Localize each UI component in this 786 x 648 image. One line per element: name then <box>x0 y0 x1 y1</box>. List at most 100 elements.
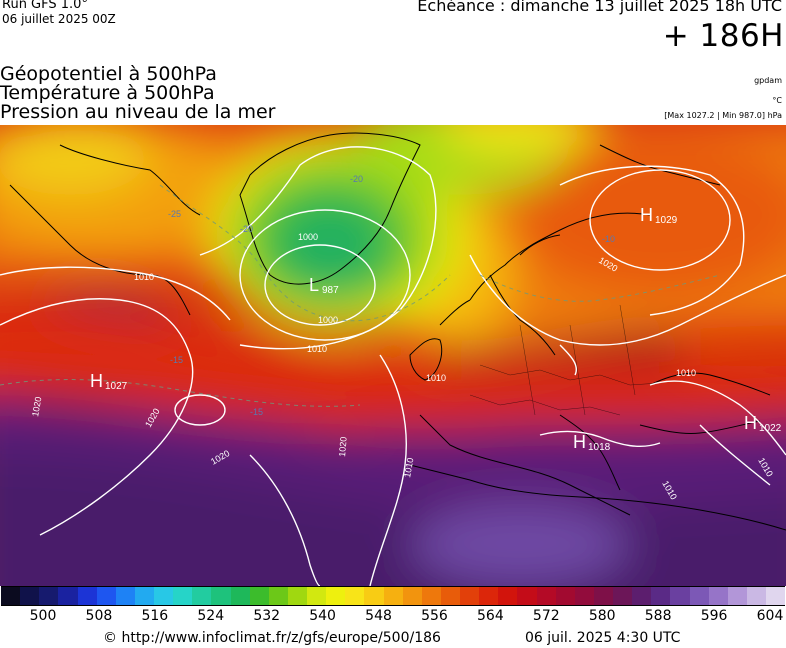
colorbar-swatch <box>689 587 709 605</box>
colorbar-swatch <box>364 587 384 605</box>
colorbar-tick-label: 500 <box>29 608 57 624</box>
copyright: © http://www.infoclimat.fr/z/gfs/europe/… <box>103 630 441 646</box>
field-geopotential: Géopotentiel à 500hPa <box>0 63 217 85</box>
low-center-greenland[interactable]: L 987 <box>309 275 339 296</box>
colorbar-tick-label: 532 <box>253 608 281 624</box>
svg-text:1000: 1000 <box>298 232 318 242</box>
colorbar <box>1 586 786 606</box>
svg-text:-15: -15 <box>250 407 263 417</box>
svg-text:H: H <box>640 205 653 225</box>
colorbar-swatch <box>20 587 40 605</box>
lead-time: + 186H <box>662 18 784 54</box>
svg-text:L: L <box>309 275 319 295</box>
colorbar-swatch <box>96 587 116 605</box>
field-pressure: Pression au niveau de la mer <box>0 101 276 123</box>
colorbar-swatch <box>211 587 231 605</box>
svg-text:1010: 1010 <box>676 368 696 378</box>
weather-map[interactable]: H 1029 L 987 H 1027 H 1018 H 1022 1000 <box>0 125 786 586</box>
colorbar-swatch <box>383 587 403 605</box>
colorbar-swatch <box>307 587 327 605</box>
colorbar-swatch <box>39 587 59 605</box>
svg-text:-20: -20 <box>350 174 363 184</box>
svg-text:H: H <box>573 432 586 452</box>
valid-time: Echéance : dimanche 13 juillet 2025 18h … <box>417 0 782 15</box>
svg-text:H: H <box>744 413 757 433</box>
colorbar-swatch <box>555 587 575 605</box>
colorbar-swatch <box>192 587 212 605</box>
run-date: 06 juillet 2025 00Z <box>2 12 116 26</box>
colorbar-tick-label: 580 <box>588 608 616 624</box>
colorbar-tick-label: 508 <box>85 608 113 624</box>
colorbar-tick-label: 564 <box>477 608 504 624</box>
colorbar-swatch <box>593 587 613 605</box>
colorbar-swatch <box>651 587 671 605</box>
field-temperature: Température à 500hPa <box>0 82 215 104</box>
svg-text:H: H <box>90 371 103 391</box>
svg-text:987: 987 <box>322 285 339 296</box>
colorbar-swatch <box>77 587 97 605</box>
colorbar-swatch <box>670 587 690 605</box>
svg-text:1022: 1022 <box>759 423 782 434</box>
unit-temperature: °C <box>772 96 782 105</box>
colorbar-swatch <box>708 587 728 605</box>
colorbar-tick-label: 588 <box>644 608 672 624</box>
colorbar-tick-label: 524 <box>197 608 225 624</box>
temperature-labels: -20 -20 -25 -15 -15 -10 <box>168 174 615 417</box>
colorbar-swatch <box>517 587 537 605</box>
colorbar-ticks: 500 508 516 524 532 540 548 556 564 572 580 588 596 6… <box>0 608 786 628</box>
svg-text:-15: -15 <box>170 355 183 365</box>
colorbar-swatch <box>574 587 594 605</box>
colorbar-swatch <box>58 587 78 605</box>
colorbar-swatch <box>115 587 135 605</box>
colorbar-swatch <box>287 587 307 605</box>
colorbar-swatch <box>268 587 288 605</box>
unit-geopotential: gpdam <box>754 76 782 85</box>
svg-text:1027: 1027 <box>105 381 128 392</box>
colorbar-swatch <box>727 587 747 605</box>
colorbar-swatch <box>134 587 154 605</box>
colorbar-tick-label: 556 <box>421 608 448 624</box>
colorbar-tick-label: 572 <box>532 608 560 624</box>
colorbar-tick-label: 604 <box>756 608 784 624</box>
svg-text:1010: 1010 <box>307 344 327 354</box>
colorbar-tick-label: 516 <box>141 608 169 624</box>
isobars <box>0 146 786 586</box>
colorbar-swatch <box>230 587 250 605</box>
colorbar-swatch <box>460 587 480 605</box>
colorbar-tick-label: 548 <box>365 608 392 624</box>
svg-text:1000: 1000 <box>318 315 338 325</box>
issued-time: 06 juil. 2025 4:30 UTC <box>525 630 681 646</box>
colorbar-swatch <box>498 587 518 605</box>
svg-text:1010: 1010 <box>134 272 154 282</box>
colorbar-swatch <box>402 587 422 605</box>
svg-text:1029: 1029 <box>655 215 678 226</box>
colorbar-swatch <box>421 587 441 605</box>
svg-text:-10: -10 <box>602 234 615 244</box>
svg-text:1010: 1010 <box>402 457 415 478</box>
colorbar-swatch <box>154 587 174 605</box>
colorbar-swatch <box>249 587 269 605</box>
svg-text:-20: -20 <box>240 224 253 234</box>
isotherms <box>0 184 721 407</box>
colorbar-swatch <box>632 587 652 605</box>
colorbar-swatch <box>345 587 365 605</box>
high-center-scandinavia[interactable]: H 1029 <box>640 205 678 226</box>
svg-text:1018: 1018 <box>588 442 611 453</box>
colorbar-tick-label: 596 <box>700 608 728 624</box>
high-center-atlantic[interactable]: H 1027 <box>90 371 128 392</box>
svg-text:1020: 1020 <box>337 436 349 457</box>
svg-text:1020: 1020 <box>30 396 43 417</box>
colorbar-swatch <box>440 587 460 605</box>
colorbar-swatch <box>326 587 346 605</box>
unit-pressure: [Max 1027.2 | Min 987.0] hPa <box>664 111 782 120</box>
run-title: Run GFS 1.0° <box>2 0 88 12</box>
svg-text:-25: -25 <box>168 209 181 219</box>
svg-text:1010: 1010 <box>426 373 446 383</box>
colorbar-swatch <box>173 587 193 605</box>
colorbar-swatch <box>479 587 499 605</box>
high-center-black-sea[interactable]: H 1022 <box>744 413 782 434</box>
colorbar-swatch <box>1 587 21 605</box>
high-center-central-europe[interactable]: H 1018 <box>573 432 611 453</box>
country-borders <box>469 304 661 416</box>
geopotential-field <box>0 125 786 586</box>
